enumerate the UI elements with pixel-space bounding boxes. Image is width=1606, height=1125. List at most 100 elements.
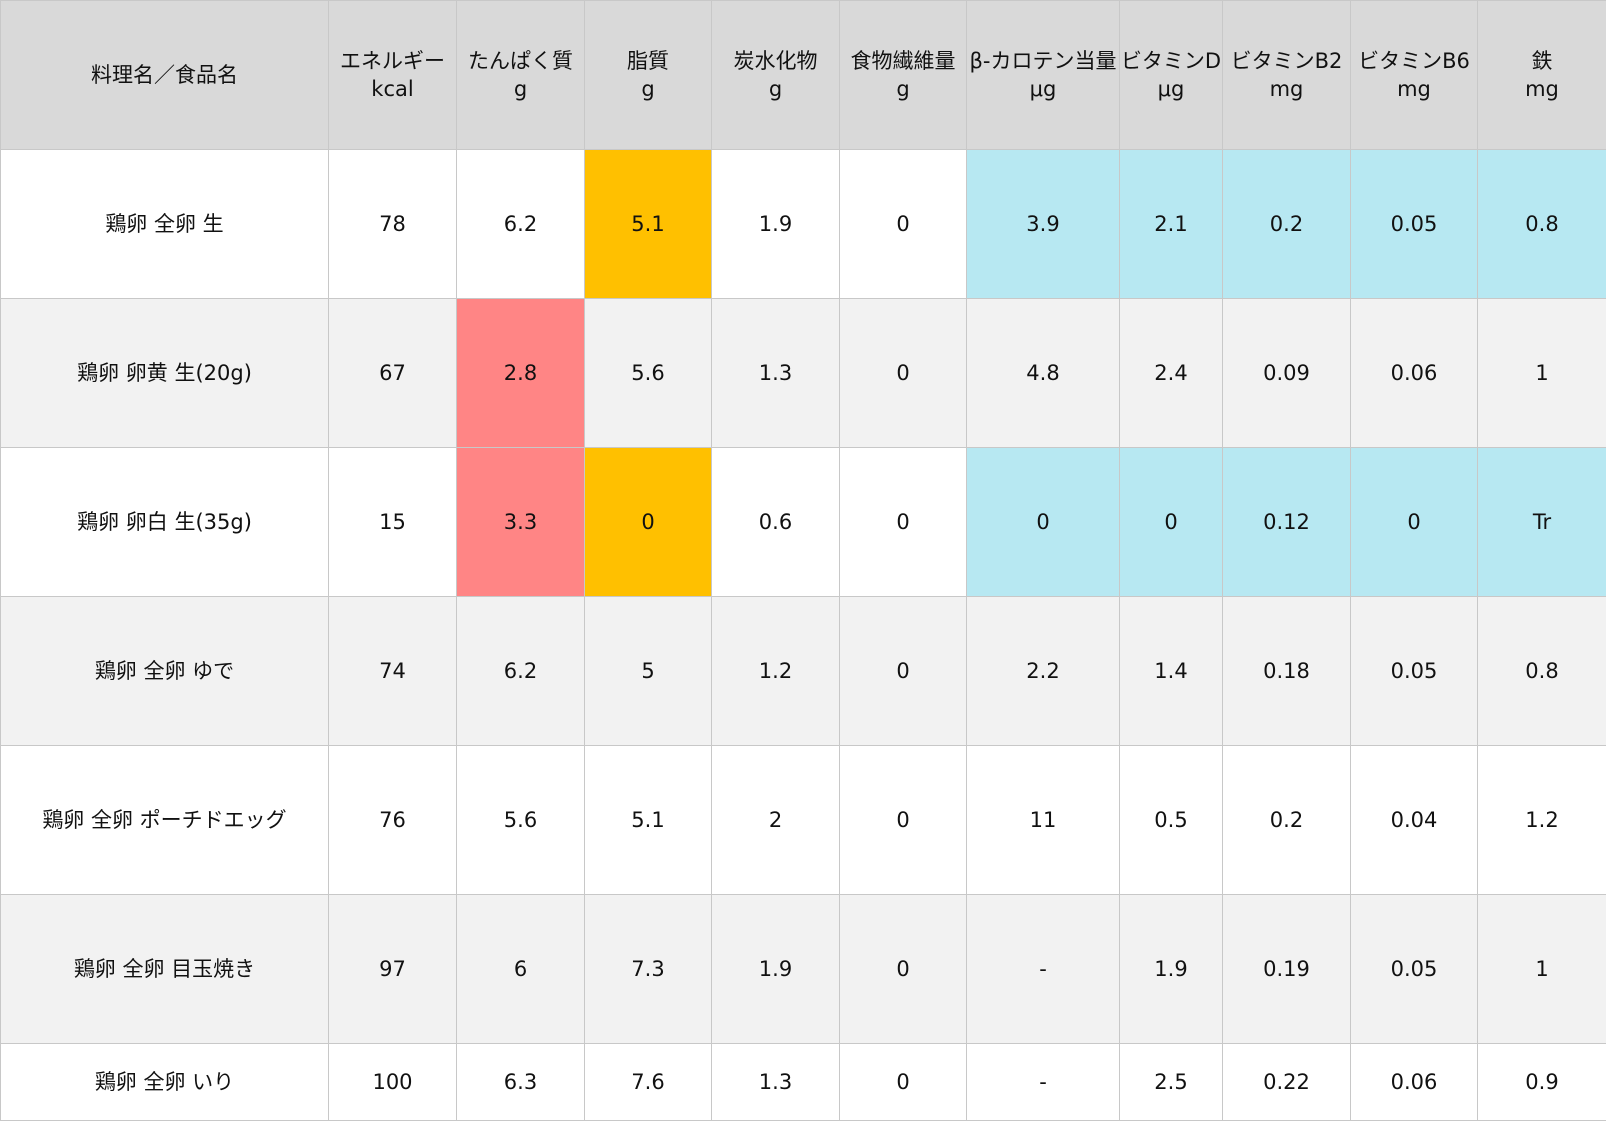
food-name-cell: 鶏卵 全卵 いり (0, 1043, 329, 1121)
column-header-name: たんぱく質 (468, 49, 573, 73)
column-header-name: 鉄 (1531, 49, 1553, 73)
column-header-unit: mg (1525, 77, 1559, 101)
column-header-name: 炭水化物 (733, 49, 818, 73)
column-header-name: エネルギー (340, 49, 445, 73)
value-cell: 4.8 (966, 298, 1120, 448)
value-cell: 0.2 (1222, 745, 1351, 895)
value-cell: 0.06 (1350, 1043, 1478, 1121)
value-cell: 0.2 (1222, 149, 1351, 299)
value-cell: 0.18 (1222, 596, 1351, 746)
column-header-unit: g (641, 77, 655, 101)
column-header: ビタミンD μg (1119, 0, 1223, 150)
value-cell: 0.06 (1350, 298, 1478, 448)
value-cell: 74 (328, 596, 457, 746)
value-cell: 3.9 (966, 149, 1120, 299)
column-header: ビタミンB2 mg (1222, 0, 1351, 150)
column-header: ビタミンB6 mg (1350, 0, 1478, 150)
value-cell: 100 (328, 1043, 457, 1121)
value-cell: 1.3 (711, 1043, 840, 1121)
value-cell: - (966, 894, 1120, 1044)
value-cell: 76 (328, 745, 457, 895)
table-row: 鶏卵 卵白 生(35g) 15 3.3 0 0.6 0 0 0 0.12 0 Tr (0, 447, 1606, 597)
value-cell: 0.09 (1222, 298, 1351, 448)
table-row: 鶏卵 全卵 ゆで 74 6.2 5 1.2 0 2.2 1.4 0.18 0.05 0.8 (0, 596, 1606, 746)
value-cell: 0 (839, 1043, 967, 1121)
value-cell: 0.6 (711, 447, 840, 597)
value-cell: 0.8 (1477, 149, 1606, 299)
value-cell: 0.12 (1222, 447, 1351, 597)
value-cell: 1.4 (1119, 596, 1223, 746)
value-cell: 0 (584, 447, 712, 597)
value-cell: 0.22 (1222, 1043, 1351, 1121)
value-cell: - (966, 1043, 1120, 1121)
column-header-name: 料理名／食品名 (91, 63, 238, 87)
value-cell: 1.2 (1477, 745, 1606, 895)
value-cell: 0 (839, 447, 967, 597)
value-cell: 0.05 (1350, 894, 1478, 1044)
value-cell: 0 (839, 298, 967, 448)
value-cell: 1.9 (711, 894, 840, 1044)
value-cell: 0 (1350, 447, 1478, 597)
value-cell: 1.9 (711, 149, 840, 299)
value-cell: 5.1 (584, 149, 712, 299)
value-cell: 15 (328, 447, 457, 597)
value-cell: 5.6 (456, 745, 585, 895)
value-cell: 2.1 (1119, 149, 1223, 299)
table-row: 鶏卵 全卵 いり 100 6.3 7.6 1.3 0-2.5 0.22 0.06 0.9 (0, 1043, 1606, 1121)
column-header-unit: g (768, 77, 783, 101)
table-row: 鶏卵 卵黄 生(20g) 67 2.8 5.6 1.3 0 4.8 2.4 0.09 0.06 1 (0, 298, 1606, 448)
value-cell: 5.6 (584, 298, 712, 448)
column-header: 脂質 g (584, 0, 712, 150)
value-cell: 0 (839, 745, 967, 895)
value-cell: 0.8 (1477, 596, 1606, 746)
value-cell: 1 (1477, 298, 1606, 448)
value-cell: 1.9 (1119, 894, 1223, 1044)
column-header-unit: mg (1397, 77, 1431, 101)
column-header: 炭水化物 g (711, 0, 840, 150)
value-cell: 1 (1477, 894, 1606, 1044)
column-header-name: ビタミンD (1120, 49, 1222, 73)
column-header-name: ビタミンB6 (1358, 49, 1470, 73)
table-row: 鶏卵 全卵 ポーチドエッグ 76 5.6 5.1 2 0 11 0.5 0.2 0.04 1.2 (0, 745, 1606, 895)
value-cell: 0.05 (1350, 596, 1478, 746)
table-row: 鶏卵 全卵 目玉焼き 97 6 7.3 1.9 0-1.9 0.19 0.05 1 (0, 894, 1606, 1044)
column-header-name: 脂質 (627, 49, 669, 73)
value-cell: 7.6 (584, 1043, 712, 1121)
value-cell: 0 (839, 894, 967, 1044)
column-header-name: ビタミンB2 (1230, 49, 1343, 73)
value-cell: 0 (839, 149, 967, 299)
value-cell: 2.4 (1119, 298, 1223, 448)
column-header: 料理名／食品名 (0, 0, 329, 150)
value-cell: 2.2 (966, 596, 1120, 746)
value-cell: 2.5 (1119, 1043, 1223, 1121)
food-name-cell: 鶏卵 卵黄 生(20g) (0, 298, 329, 448)
food-name-cell: 鶏卵 全卵 生 (0, 149, 329, 299)
column-header: 食物繊維量 g (839, 0, 967, 150)
value-cell: Tr (1477, 447, 1606, 597)
table-row: 鶏卵 全卵 生 78 6.2 5.1 1.9 0 3.9 2.1 0.2 0.05 0.8 (0, 149, 1606, 299)
value-cell: 0.19 (1222, 894, 1351, 1044)
food-name-cell: 鶏卵 全卵 目玉焼き (0, 894, 329, 1044)
food-name-cell: 鶏卵 全卵 ゆで (0, 596, 329, 746)
value-cell: 6.2 (456, 149, 585, 299)
value-cell: 0 (839, 596, 967, 746)
value-cell: 78 (328, 149, 457, 299)
header-row: 料理名／食品名 エネルギー kcal たんぱく質 g 脂質 g 炭水化物 g 食物繊維量 g β-カロ… (0, 0, 1606, 150)
value-cell: 6 (456, 894, 585, 1044)
food-name-cell: 鶏卵 卵白 生(35g) (0, 447, 329, 597)
value-cell: 0.5 (1119, 745, 1223, 895)
value-cell: 97 (328, 894, 457, 1044)
value-cell: 5 (584, 596, 712, 746)
value-cell: 6.2 (456, 596, 585, 746)
value-cell: 67 (328, 298, 457, 448)
column-header: β-カロテン当量 μg (966, 0, 1120, 150)
value-cell: 2 (711, 745, 840, 895)
column-header-unit: μg (1029, 77, 1057, 101)
value-cell: 5.1 (584, 745, 712, 895)
column-header: エネルギー kcal (328, 0, 457, 150)
column-header-unit: mg (1269, 77, 1304, 101)
value-cell: 7.3 (584, 894, 712, 1044)
value-cell: 6.3 (456, 1043, 585, 1121)
column-header-unit: μg (1157, 77, 1185, 101)
